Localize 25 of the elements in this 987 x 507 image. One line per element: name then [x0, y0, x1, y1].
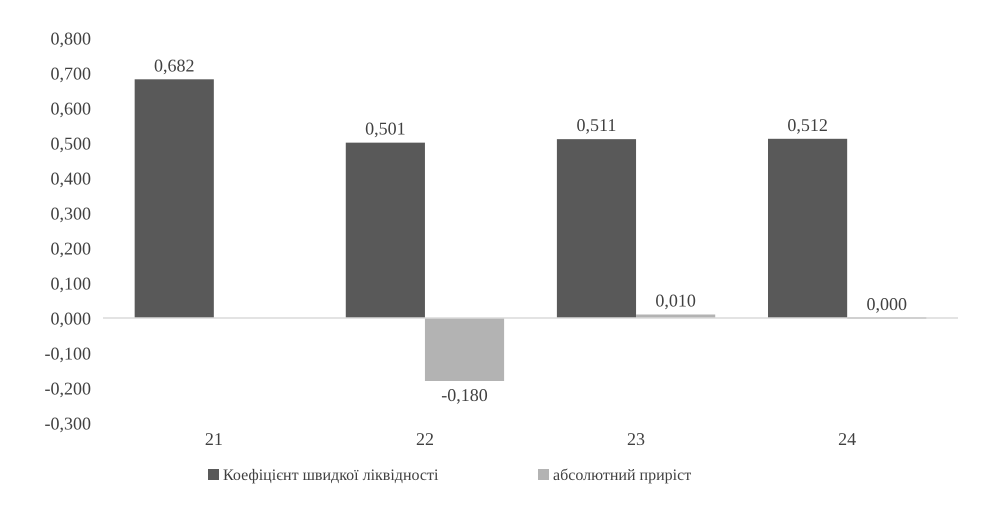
x-tick-label: 21 [204, 429, 223, 449]
y-tick-label: -0,300 [44, 413, 91, 434]
data-label: 0,512 [787, 114, 828, 135]
y-tick-label: 0,600 [50, 98, 91, 118]
x-tick-label: 24 [838, 429, 856, 449]
y-tick-label: 0,000 [50, 308, 91, 328]
data-label: 0,010 [655, 290, 696, 310]
x-tick-label: 22 [416, 429, 434, 449]
legend-label: Коефіцієнт швидкої ліквідності [223, 467, 439, 484]
y-tick-label: -0,200 [44, 378, 91, 398]
y-tick-label: 0,100 [50, 273, 91, 294]
data-label: 0,501 [365, 118, 406, 139]
y-tick-label: 0,700 [50, 63, 91, 84]
y-tick-label: 0,800 [50, 28, 91, 48]
data-label: -0,180 [441, 385, 488, 405]
data-label: 0,000 [866, 294, 907, 314]
x-tick-label: 23 [627, 429, 646, 449]
y-tick-label: 0,300 [50, 203, 91, 224]
legend-label: абсолютний приріст [553, 467, 692, 484]
data-label: 0,511 [576, 115, 616, 136]
y-tick-label: 0,500 [50, 133, 91, 154]
y-tick-label: 0,200 [50, 238, 91, 258]
y-tick-label: -0,100 [44, 343, 91, 364]
y-tick-label: 0,400 [50, 168, 91, 188]
data-label: 0,682 [154, 55, 194, 76]
